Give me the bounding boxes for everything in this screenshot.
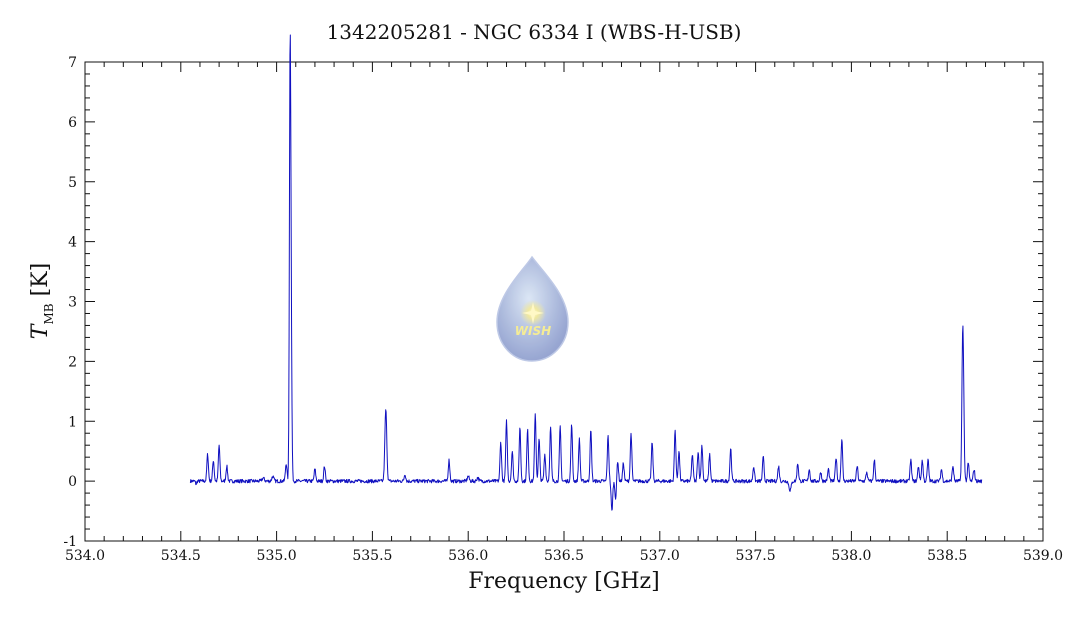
star-icon <box>522 302 544 324</box>
x-tick-label: 537.0 <box>640 548 680 564</box>
y-axis-label: TMB [K] <box>28 263 56 339</box>
x-tick-label: 535.5 <box>352 548 392 564</box>
y-tick-label: 6 <box>68 115 77 131</box>
wish-logo-text: WISH <box>515 324 551 338</box>
y-axis-unit: [K] <box>28 263 53 297</box>
x-tick-label: 537.5 <box>736 548 776 564</box>
chart-title: 1342205281 - NGC 6334 I (WBS-H-USB) <box>327 20 742 44</box>
y-tick-label: 0 <box>68 474 77 490</box>
x-tick-label: 535.0 <box>257 548 297 564</box>
y-axis-subscript: MB <box>42 303 56 324</box>
axis-ticks <box>84 61 1044 542</box>
x-tick-label: 536.0 <box>448 548 488 564</box>
wish-logo: WISH <box>496 255 569 362</box>
y-tick-label: 1 <box>68 414 77 430</box>
x-tick-label: 538.5 <box>927 548 967 564</box>
y-tick-label: 5 <box>68 175 77 191</box>
y-tick-label: 4 <box>68 235 77 251</box>
y-tick-label: 7 <box>68 55 77 71</box>
spectrum-series-line <box>189 34 983 511</box>
x-tick-label: 534.0 <box>65 548 105 564</box>
y-tick-label: 3 <box>68 295 77 311</box>
x-tick-label: 534.5 <box>161 548 201 564</box>
y-tick-label: 2 <box>68 354 77 370</box>
x-tick-labels: 534.0 534.5 535.0 535.5 536.0 536.5 537.0 537.5… <box>65 548 1063 564</box>
y-tick-labels: -1 0 1 2 3 4 5 6 7 <box>63 55 77 550</box>
y-tick-label: -1 <box>63 534 77 550</box>
x-tick-label: 538.0 <box>831 548 871 564</box>
x-tick-label: 536.5 <box>544 548 584 564</box>
x-axis-label: Frequency [GHz] <box>468 569 660 594</box>
y-axis-symbol: T <box>28 322 53 339</box>
x-tick-label: 539.0 <box>1023 548 1063 564</box>
